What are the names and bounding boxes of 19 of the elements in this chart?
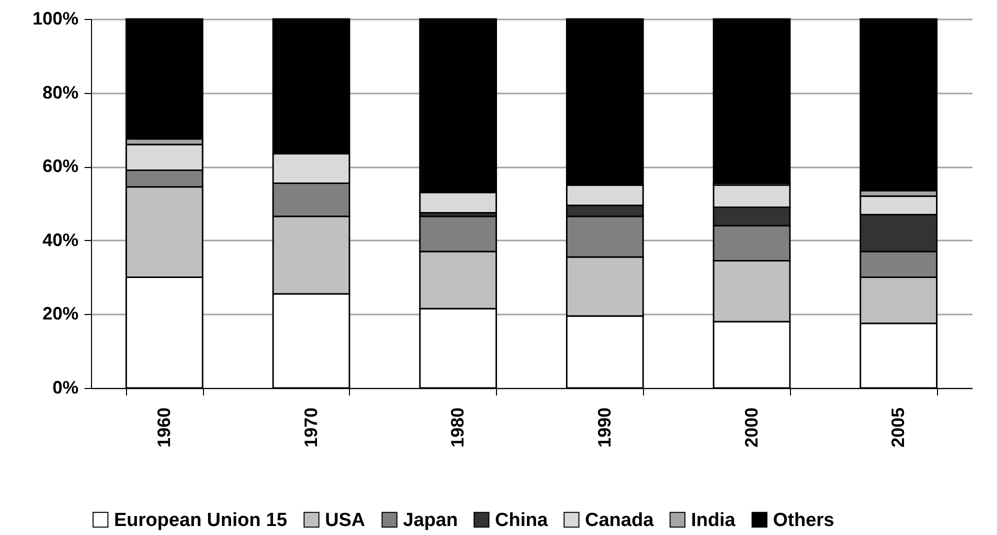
y-tick-label: 0% bbox=[52, 378, 78, 398]
x-tick-label: 1990 bbox=[594, 408, 614, 448]
y-tick-label: 20% bbox=[42, 304, 78, 324]
legend-label: Canada bbox=[585, 510, 654, 531]
y-tick-label: 100% bbox=[32, 8, 78, 28]
legend-label: China bbox=[495, 510, 548, 531]
y-tick-label: 40% bbox=[42, 230, 78, 250]
legend-label: USA bbox=[325, 510, 366, 531]
legend-label: European Union 15 bbox=[114, 510, 288, 531]
x-tick-label: 2005 bbox=[888, 408, 908, 448]
legend-label: Others bbox=[773, 510, 834, 531]
x-tick-label: 1970 bbox=[300, 408, 321, 448]
y-tick-label: 80% bbox=[42, 82, 78, 102]
x-tick-label: 2000 bbox=[741, 408, 762, 448]
legend-label: India bbox=[691, 510, 736, 531]
legend-label: Japan bbox=[403, 510, 458, 531]
y-tick-label: 60% bbox=[42, 156, 78, 176]
x-tick-label: 1960 bbox=[154, 408, 174, 448]
x-tick-label: 1980 bbox=[448, 408, 468, 448]
